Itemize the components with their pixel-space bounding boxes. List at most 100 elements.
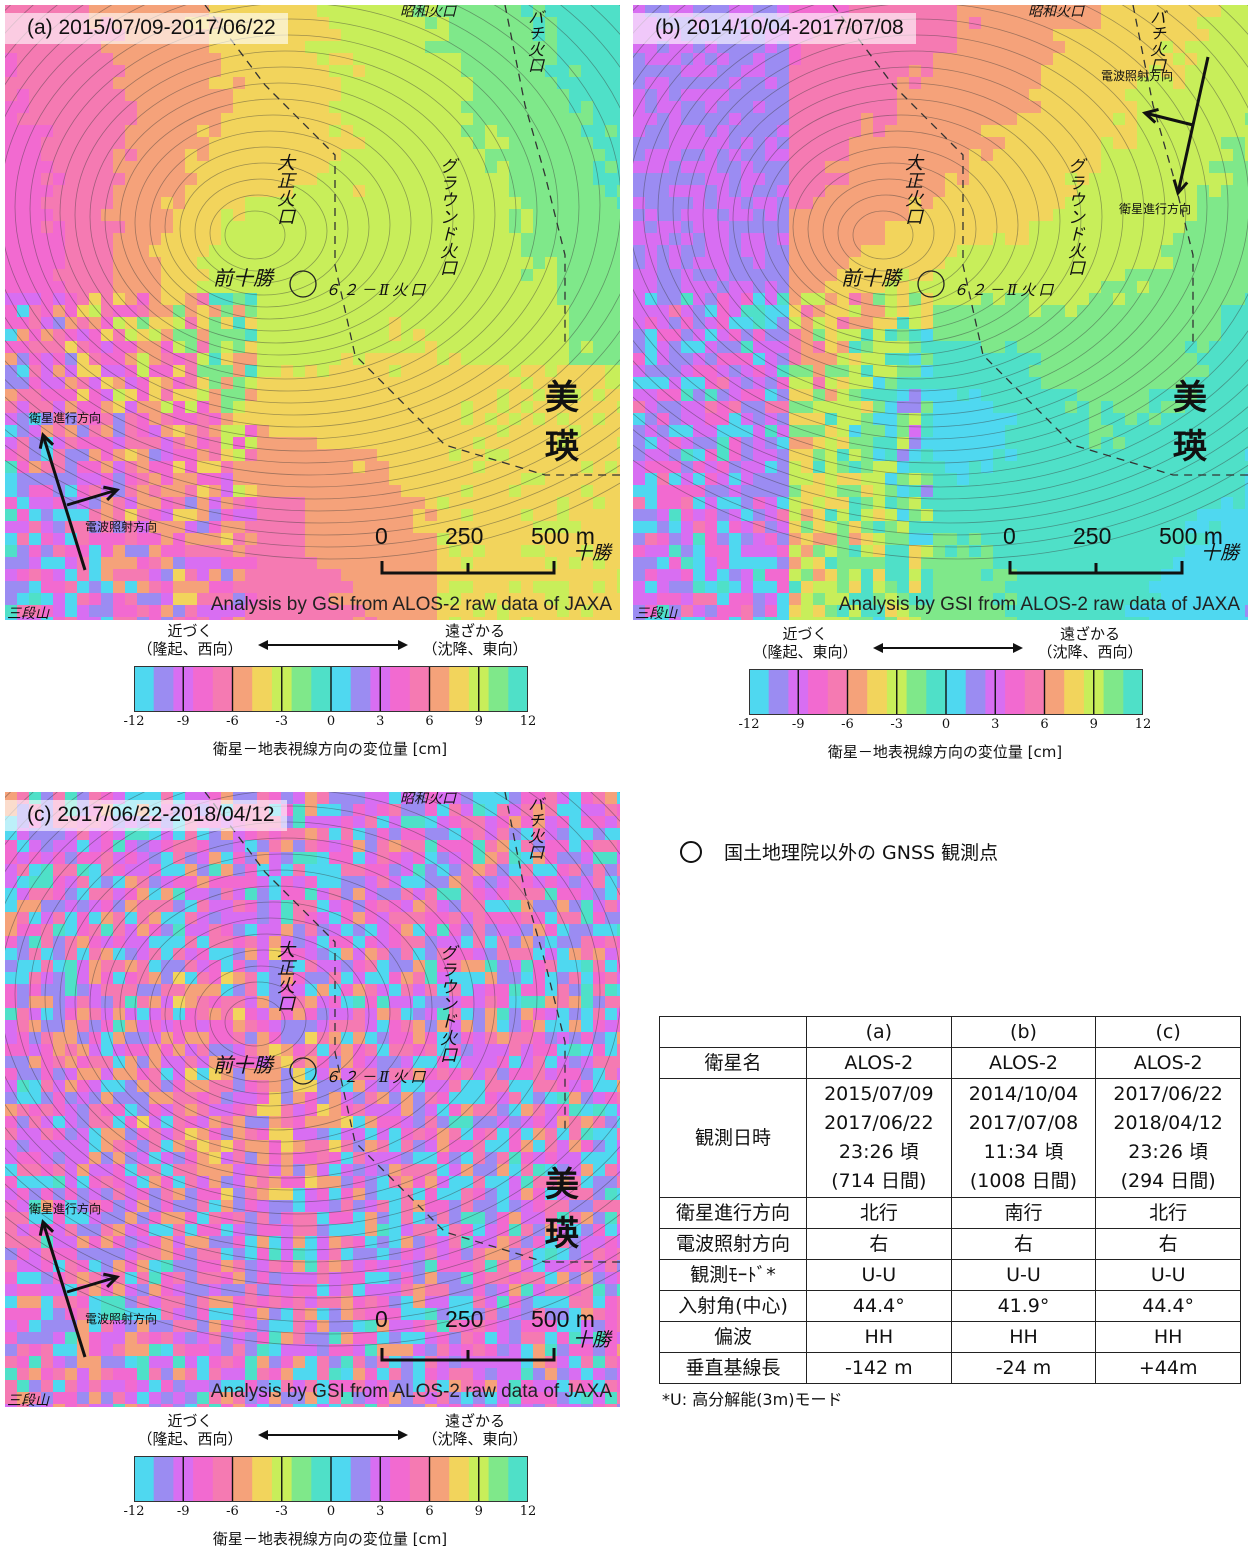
phase-cell bbox=[509, 161, 521, 173]
phase-cell bbox=[449, 29, 461, 41]
phase-cell bbox=[1065, 473, 1077, 485]
phase-cell bbox=[497, 209, 509, 221]
phase-cell bbox=[461, 269, 473, 281]
phase-cell bbox=[161, 593, 173, 605]
phase-cell bbox=[1185, 473, 1197, 485]
phase-cell bbox=[1125, 185, 1137, 197]
phase-cell bbox=[281, 341, 293, 353]
phase-cell bbox=[137, 569, 149, 581]
phase-cell bbox=[1173, 425, 1185, 437]
phase-cell bbox=[1233, 305, 1245, 317]
phase-cell bbox=[1065, 233, 1077, 245]
phase-cell bbox=[17, 401, 29, 413]
biei-label: 美瑛 bbox=[545, 378, 589, 467]
phase-cell bbox=[605, 485, 617, 497]
phase-cell bbox=[617, 389, 620, 401]
phase-cell bbox=[1209, 497, 1221, 509]
phase-cell bbox=[969, 5, 981, 17]
phase-cell bbox=[1077, 305, 1089, 317]
phase-cell bbox=[593, 353, 605, 365]
phase-cell bbox=[41, 137, 53, 149]
phase-cell bbox=[617, 221, 620, 233]
phase-cell bbox=[1245, 269, 1248, 281]
phase-cell bbox=[1113, 5, 1125, 17]
phase-cell bbox=[837, 149, 849, 161]
phase-cell bbox=[981, 365, 993, 377]
phase-cell bbox=[1161, 341, 1173, 353]
phase-cell bbox=[257, 233, 269, 245]
phase-cell bbox=[221, 209, 233, 221]
phase-cell bbox=[89, 161, 101, 173]
phase-cell bbox=[993, 329, 1005, 341]
phase-cell bbox=[161, 305, 173, 317]
phase-cell bbox=[5, 221, 17, 233]
phase-cell bbox=[509, 233, 521, 245]
phase-cell bbox=[437, 377, 449, 389]
phase-cell bbox=[593, 521, 605, 533]
contour-line bbox=[44, 18, 538, 404]
phase-cell bbox=[449, 377, 461, 389]
phase-cell bbox=[257, 137, 269, 149]
phase-cell bbox=[101, 197, 113, 209]
phase-cell bbox=[1053, 17, 1065, 29]
phase-cell bbox=[1185, 389, 1197, 401]
phase-cell bbox=[77, 533, 89, 545]
phase-cell bbox=[657, 401, 669, 413]
phase-cell bbox=[741, 317, 753, 329]
phase-cell bbox=[485, 617, 497, 620]
phase-cell bbox=[885, 485, 897, 497]
phase-cell bbox=[125, 521, 137, 533]
phase-cell bbox=[521, 497, 533, 509]
phase-cell bbox=[921, 497, 933, 509]
phase-cell bbox=[1053, 113, 1065, 125]
phase-cell bbox=[741, 233, 753, 245]
phase-cell bbox=[533, 137, 545, 149]
phase-cell bbox=[1125, 209, 1137, 221]
phase-cell bbox=[741, 485, 753, 497]
phase-cell bbox=[281, 581, 293, 593]
phase-cell bbox=[5, 341, 17, 353]
phase-cell bbox=[789, 293, 801, 305]
phase-cell bbox=[993, 5, 1005, 17]
phase-cell bbox=[485, 533, 497, 545]
phase-cell bbox=[605, 41, 617, 53]
phase-cell bbox=[849, 185, 861, 197]
phase-cell bbox=[1041, 125, 1053, 137]
phase-cell bbox=[993, 449, 1005, 461]
phase-cell bbox=[245, 485, 257, 497]
phase-cell bbox=[861, 437, 873, 449]
phase-cell bbox=[1245, 305, 1248, 317]
phase-cell bbox=[861, 149, 873, 161]
phase-cell bbox=[89, 329, 101, 341]
phase-cell bbox=[1245, 89, 1248, 101]
phase-cell bbox=[5, 365, 17, 377]
boundary-line bbox=[204, 5, 620, 476]
phase-cell bbox=[281, 593, 293, 605]
phase-cell bbox=[581, 257, 593, 269]
phase-cell bbox=[801, 425, 813, 437]
phase-cell bbox=[233, 497, 245, 509]
phase-cell bbox=[485, 137, 497, 149]
phase-cell bbox=[1017, 401, 1029, 413]
phase-cell bbox=[317, 65, 329, 77]
phase-cell bbox=[593, 473, 605, 485]
phase-cell bbox=[137, 329, 149, 341]
phase-cell bbox=[729, 233, 741, 245]
phase-cell bbox=[293, 545, 305, 557]
phase-cell bbox=[1113, 269, 1125, 281]
phase-cell bbox=[921, 209, 933, 221]
phase-cell bbox=[161, 533, 173, 545]
phase-cell bbox=[1137, 113, 1149, 125]
phase-cell bbox=[657, 185, 669, 197]
phase-cell bbox=[41, 617, 53, 620]
phase-cell bbox=[221, 281, 233, 293]
phase-cell bbox=[137, 425, 149, 437]
phase-cell bbox=[497, 149, 509, 161]
phase-cell bbox=[1185, 65, 1197, 77]
phase-cell bbox=[209, 257, 221, 269]
phase-cell bbox=[657, 89, 669, 101]
phase-cell bbox=[137, 65, 149, 77]
phase-cell bbox=[461, 17, 473, 29]
phase-cell bbox=[717, 293, 729, 305]
phase-cell bbox=[633, 149, 645, 161]
